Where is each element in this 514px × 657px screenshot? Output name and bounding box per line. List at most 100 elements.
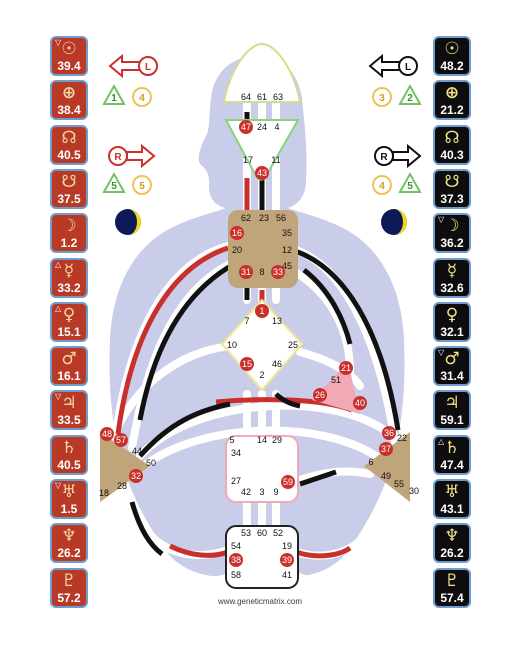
gate-number: 19 [282, 541, 292, 551]
gate-number: 49 [381, 471, 391, 481]
design-bottom-left-number: 5 [111, 181, 117, 192]
gate-number: 64 [241, 92, 251, 102]
personality-north-node-cell: ☊ 40.3 [433, 124, 471, 165]
gate-ajna-5: 43 [255, 166, 269, 180]
gate-activation-dot [240, 357, 254, 371]
gate-ajna-4: 11 [271, 155, 280, 165]
gate-number: 10 [227, 340, 237, 350]
moon-icon: ☽ [444, 216, 460, 237]
gate-number: 53 [241, 528, 251, 538]
personality-earth-value: 21.2 [440, 103, 464, 118]
personality-moon-cell: ▽ ☽ 36.2 [433, 213, 471, 254]
mercury-icon: ☿ [446, 260, 458, 281]
design-sun-cell: ▽ ☉ 39.4 [50, 36, 88, 76]
personality-neptune-value: 26.2 [440, 546, 464, 561]
gate-g-7: 46 [272, 359, 282, 369]
design-jupiter-value: 33.5 [57, 413, 81, 428]
gate-throat-2: 56 [276, 213, 286, 223]
earth-icon: ⊕ [444, 83, 460, 104]
gate-ajna-0: 47 [239, 120, 253, 134]
gate-number: 54 [231, 541, 241, 551]
gate-solar-plexus-1: 22 [397, 433, 407, 443]
gate-sacral-2: 29 [272, 435, 282, 445]
personality-bottom-arrow-icon: R [374, 143, 422, 169]
personality-north-node-value: 40.3 [440, 147, 464, 162]
personality-bottom-left-number: 4 [379, 181, 385, 192]
gate-number: 12 [282, 245, 292, 255]
personality-moon-mark: ▽ [438, 215, 445, 225]
gate-number: 8 [259, 267, 264, 277]
sun-icon: ☉ [61, 39, 77, 59]
gate-solar-plexus-5: 55 [394, 479, 404, 489]
personality-uranus-cell: ♅ 43.1 [433, 479, 471, 519]
spleen-center [100, 432, 150, 502]
personality-bottom-right-number: 5 [407, 181, 413, 192]
gate-activation-dot [230, 226, 244, 240]
gate-sacral-5: 59 [281, 475, 295, 489]
gate-number: 50 [146, 458, 156, 468]
design-top-arrow-icon: L [108, 53, 158, 79]
design-uranus-cell: ▽ ♅ 1.5 [50, 479, 88, 519]
gate-ajna-2: 4 [274, 122, 279, 132]
moon-icon: ☽ [61, 216, 77, 237]
design-mercury-mark: △ [55, 259, 62, 269]
head-center-shape [222, 42, 302, 103]
personality-mars-value: 31.4 [440, 369, 464, 384]
personality-pluto-cell: ♇ 57.4 [433, 567, 471, 608]
personality-mercury-cell: ☿ 32.6 [433, 257, 471, 298]
root-center [225, 525, 299, 589]
design-north-node-cell: ☊ 40.5 [50, 124, 88, 165]
pluto-icon: ♇ [61, 570, 77, 591]
personality-south-node-value: 37.3 [440, 191, 464, 206]
gate-number: 45 [282, 261, 292, 271]
mars-icon: ♂ [444, 349, 460, 370]
south-node-icon: ☋ [444, 171, 460, 192]
gate-root-8: 41 [282, 570, 292, 580]
design-neptune-cell: ♆ 26.2 [50, 523, 88, 564]
personality-top-right-number: 2 [407, 93, 413, 104]
gate-number: 20 [232, 245, 242, 255]
gate-number: 5 [229, 435, 234, 445]
design-saturn-cell: ♄ 40.5 [50, 434, 88, 475]
gate-head-0: 64 [241, 92, 251, 102]
gate-number: 30 [409, 486, 419, 496]
gate-number: 6 [368, 457, 373, 467]
gate-number: 9 [273, 487, 278, 497]
design-top-left-number: 1 [111, 93, 117, 104]
gate-number: 29 [272, 435, 282, 445]
gate-activation-dot [255, 166, 269, 180]
gate-number: 44 [132, 446, 142, 456]
design-mars-cell: ♂ 16.1 [50, 346, 88, 387]
gate-spleen-0: 48 [100, 427, 114, 441]
gate-g-0: 1 [255, 304, 269, 318]
gate-root-2: 52 [273, 528, 283, 538]
gate-number: 34 [231, 448, 241, 458]
design-jupiter-cell: ▽ ♃ 33.5 [50, 390, 88, 431]
personality-bottom-arrow-letter: R [380, 152, 388, 163]
gate-solar-plexus-0: 36 [382, 426, 396, 440]
gate-throat-5: 20 [232, 245, 242, 255]
gate-activation-dot [281, 475, 295, 489]
gate-heart-3: 40 [353, 396, 367, 410]
design-moon-cell: ☽ 1.2 [50, 213, 88, 254]
gate-activation-dot [114, 433, 128, 447]
gate-throat-4: 35 [282, 228, 292, 238]
gate-heart-2: 26 [313, 388, 327, 402]
gate-number: 14 [257, 435, 267, 445]
gate-number: 13 [272, 316, 282, 326]
variable-badges: 1 4 5 5 3 2 4 5 [102, 83, 422, 195]
gate-number: 58 [231, 570, 241, 580]
design-north-node-value: 40.5 [57, 147, 81, 162]
gate-number: 62 [241, 213, 251, 223]
gate-number: 40 [355, 398, 365, 408]
uranus-icon: ♅ [444, 482, 460, 502]
personality-saturn-cell: △ ♄ 47.4 [433, 434, 471, 475]
gate-number: 28 [117, 481, 127, 491]
gate-number: 35 [282, 228, 292, 238]
gate-number: 23 [259, 213, 269, 223]
design-neptune-value: 26.2 [57, 546, 81, 561]
design-earth-cell: ⊕ 38.4 [50, 80, 88, 121]
gate-number: 32 [131, 471, 141, 481]
design-venus-cell: △ ♀ 15.1 [50, 301, 88, 342]
